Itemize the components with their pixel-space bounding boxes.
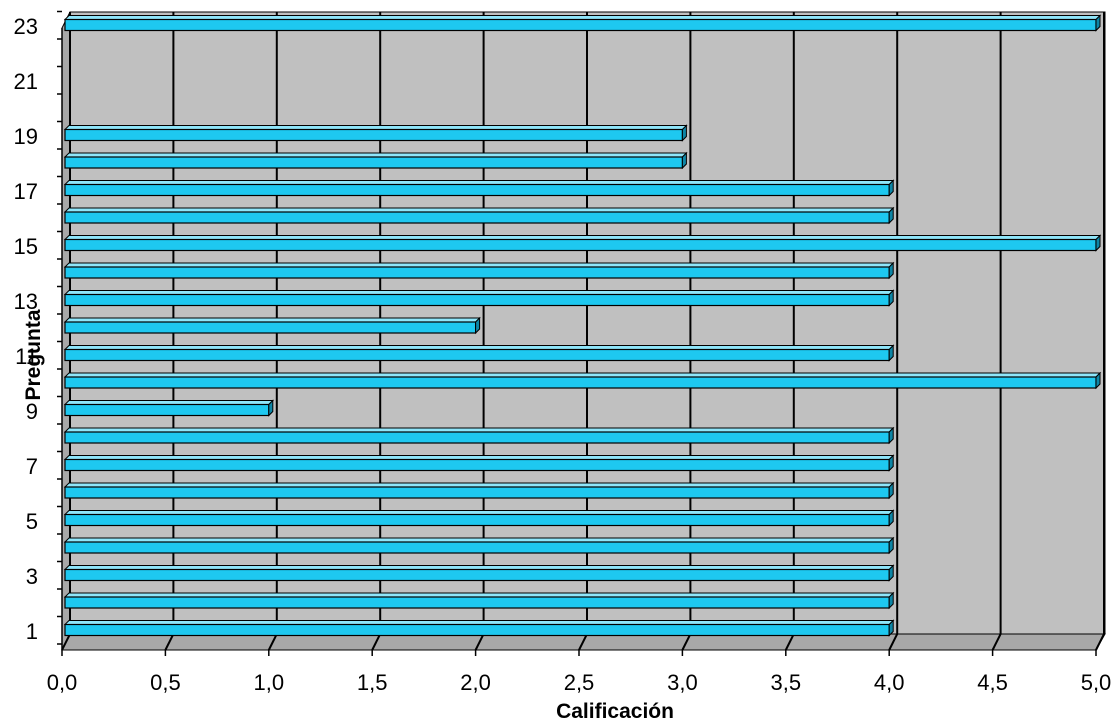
x-axis-title: Calificación [556,700,674,723]
bar [64,238,1097,252]
x-tick-label: 2,0 [460,670,491,695]
bar [64,431,890,444]
bar-end [888,536,894,555]
bar-end [268,399,274,417]
x-grid-floor-line [1095,633,1105,651]
bar-end [681,151,687,170]
bar [64,348,890,362]
x-tick-label: 3,0 [667,670,698,695]
bar-end [888,591,894,610]
bar [64,541,890,554]
bar [64,321,477,334]
bar [64,458,890,472]
bar-top [63,15,1102,20]
bar-end [888,619,894,637]
axes [57,10,1097,656]
bar [64,266,890,279]
x-tick-label: 2,5 [564,670,595,695]
bar-end [888,344,894,362]
x-grid-floor-line [164,633,175,651]
bar-top [63,125,688,130]
bar [64,18,1097,32]
y-tick-label: 15 [14,234,38,259]
bar-end [888,206,894,225]
x-grid-floor-line [371,633,382,651]
bar-end [888,289,894,307]
bar [64,293,890,307]
bar-top [63,290,895,295]
bar-top [63,427,895,433]
bar-end [681,124,687,142]
x-grid-floor-line [888,633,899,651]
bar [64,623,890,637]
bar [64,183,890,197]
bar [64,596,890,609]
bar-top [63,262,895,268]
bar-end [1095,234,1101,252]
bar-top [63,482,895,488]
bar [64,568,890,582]
y-tick-label: 23 [14,14,38,39]
bar-end [888,481,894,500]
y-tick-label: 11 [15,344,38,369]
y-tick-label: 3 [26,564,38,589]
x-tick-label: 1,0 [254,670,285,695]
x-grid-floor-line [474,633,485,651]
x-tick-label: 0,0 [47,670,78,695]
bar-end [1095,14,1101,32]
bar-top [63,372,1102,378]
bar [64,513,890,527]
bar-top [63,180,895,185]
y-tick-label: 21 [14,69,38,94]
x-tick-label: 0,5 [150,670,181,695]
bar-end [888,564,894,582]
bar [64,211,890,224]
x-grid-floor-line [61,633,71,651]
bar-end [888,261,894,280]
x-grid-floor-line [681,633,692,651]
bar-top [63,317,481,323]
tick-labels: 0,0 0,5 1,0 1,5 2,0 2,5 3,0 3,5 4,0 4,5 5,01357911… [14,14,1112,695]
y-tick-label: 17 [14,179,38,204]
x-grid-floor-line [578,633,588,651]
x-grid-floor-line [991,633,1002,651]
bar-top [63,152,688,158]
x-tick-label: 4,5 [977,670,1008,695]
y-tick-label: 7 [26,454,38,479]
y-tick-label: 9 [26,399,38,424]
x-tick-label: 5,0 [1081,670,1112,695]
bar-top [63,400,275,405]
x-grid-floor-line [267,633,278,651]
bar-end [888,426,894,445]
bars [63,14,1102,637]
y-tick-label: 19 [14,124,38,149]
x-tick-label: 4,0 [874,670,905,695]
bar [64,486,890,499]
bar [64,376,1097,389]
x-tick-label: 3,5 [771,670,802,695]
bar-end [888,454,894,472]
y-tick-label: 5 [26,509,38,534]
bar-end [1095,371,1101,390]
bar-top [63,235,1102,240]
x-tick-label: 1,5 [357,670,388,695]
bar [64,156,684,169]
bar [64,403,270,417]
y-axis-title: Pregunta [22,309,45,400]
bar [64,128,684,142]
bar-top [63,207,895,213]
bar-top [63,455,895,460]
y-tick-label: 13 [14,289,38,314]
y-tick-label: 1 [26,619,38,644]
x-grid-floor-line [784,633,795,651]
bar-end [888,509,894,527]
bar-end [888,179,894,197]
bar-top [63,345,895,350]
bar-end [475,316,481,335]
